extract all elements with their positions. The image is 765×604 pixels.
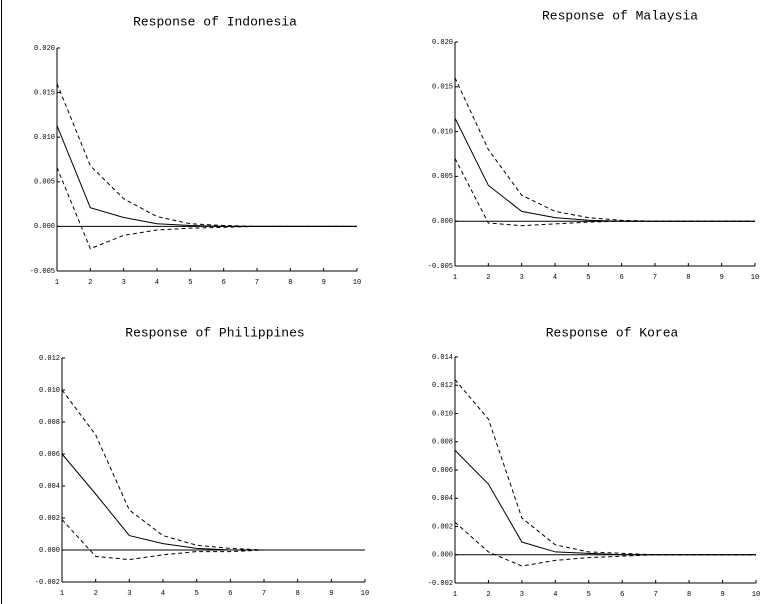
x-tick-label: 9 xyxy=(322,279,326,287)
x-tick-label: 5 xyxy=(587,591,591,599)
x-tick-label: 6 xyxy=(228,590,232,598)
x-tick-label: 2 xyxy=(486,591,490,599)
y-tick-label: 0.008 xyxy=(432,439,453,447)
x-tick-label: 1 xyxy=(453,274,457,282)
y-tick-label: 0.012 xyxy=(432,382,453,390)
y-tick-label: -0.002 xyxy=(35,579,60,587)
y-tick-label: 0.020 xyxy=(34,45,55,53)
x-tick-label: 5 xyxy=(195,590,199,598)
y-tick-label: 0.002 xyxy=(39,515,60,523)
x-tick-label: 5 xyxy=(586,274,590,282)
band-line xyxy=(56,167,357,250)
x-tick-label: 4 xyxy=(155,279,159,287)
x-tick-label: 8 xyxy=(288,279,292,287)
x-tick-label: 8 xyxy=(687,591,691,599)
y-tick-label: 0.010 xyxy=(39,387,60,395)
x-tick-label: 10 xyxy=(751,274,759,282)
y-tick-label: 0.010 xyxy=(432,128,453,136)
y-tick-label: -0.002 xyxy=(428,580,453,588)
x-tick-label: 6 xyxy=(620,591,624,599)
x-tick-label: 3 xyxy=(520,591,524,599)
y-tick-label: 0.012 xyxy=(39,355,60,363)
x-tick-label: 8 xyxy=(686,274,690,282)
x-tick-label: 3 xyxy=(520,274,524,282)
y-tick-label: 0.005 xyxy=(34,179,55,187)
y-tick-label: 0.010 xyxy=(34,134,55,142)
y-tick-label: 0.015 xyxy=(34,89,55,97)
x-tick-label: 8 xyxy=(296,590,300,598)
x-tick-label: 1 xyxy=(453,591,457,599)
x-tick-label: 4 xyxy=(553,591,557,599)
x-tick-label: 4 xyxy=(553,274,557,282)
y-tick-label: -0.005 xyxy=(428,263,453,271)
chart-title: Response of Korea xyxy=(546,325,679,340)
x-tick-label: 7 xyxy=(653,274,657,282)
y-tick-label: 0.015 xyxy=(432,84,453,92)
x-tick-label: 3 xyxy=(122,279,126,287)
x-tick-label: 7 xyxy=(654,591,658,599)
x-tick-label: 1 xyxy=(60,590,64,598)
x-tick-label: 2 xyxy=(88,279,92,287)
x-tick-label: 2 xyxy=(486,274,490,282)
band-line xyxy=(61,519,265,561)
band-line xyxy=(454,158,755,227)
chart-title: Response of Malaysia xyxy=(542,8,698,23)
x-tick-label: 6 xyxy=(620,274,624,282)
response-line xyxy=(61,453,264,551)
band-line xyxy=(454,379,756,556)
x-tick-label: 7 xyxy=(255,279,259,287)
x-tick-label: 9 xyxy=(329,590,333,598)
x-tick-label: 2 xyxy=(94,590,98,598)
y-tick-label: 0.020 xyxy=(432,39,453,47)
x-tick-label: 3 xyxy=(127,590,131,598)
band-line xyxy=(61,389,265,551)
x-tick-label: 10 xyxy=(361,590,369,598)
band-line xyxy=(56,83,357,227)
x-tick-label: 5 xyxy=(188,279,192,287)
y-tick-label: 0.000 xyxy=(432,218,453,226)
y-tick-label: 0.005 xyxy=(432,173,453,181)
x-tick-label: 7 xyxy=(262,590,266,598)
y-tick-label: 0.008 xyxy=(39,419,60,427)
y-tick-label: 0.006 xyxy=(432,467,453,475)
x-tick-label: 9 xyxy=(720,274,724,282)
x-tick-label: 1 xyxy=(55,279,59,287)
x-tick-label: 10 xyxy=(353,279,361,287)
y-tick-label: 0.004 xyxy=(39,483,60,491)
chart-title: Response of Philippines xyxy=(125,325,304,340)
x-tick-label: 10 xyxy=(752,591,760,599)
y-tick-label: -0.005 xyxy=(30,268,55,276)
y-tick-label: 0.000 xyxy=(34,223,55,231)
y-tick-label: 0.002 xyxy=(432,523,453,531)
y-tick-label: 0.006 xyxy=(39,451,60,459)
y-tick-label: 0.004 xyxy=(432,495,453,503)
x-tick-label: 9 xyxy=(720,591,724,599)
y-tick-label: 0.010 xyxy=(432,410,453,418)
x-tick-label: 6 xyxy=(222,279,226,287)
chart-title: Response of Indonesia xyxy=(133,14,297,29)
y-tick-label: 0.000 xyxy=(432,552,453,560)
y-tick-label: 0.014 xyxy=(432,354,453,362)
x-tick-label: 4 xyxy=(161,590,165,598)
y-tick-label: 0.000 xyxy=(39,547,60,555)
